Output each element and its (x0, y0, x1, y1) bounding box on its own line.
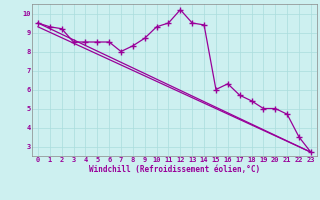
X-axis label: Windchill (Refroidissement éolien,°C): Windchill (Refroidissement éolien,°C) (89, 165, 260, 174)
